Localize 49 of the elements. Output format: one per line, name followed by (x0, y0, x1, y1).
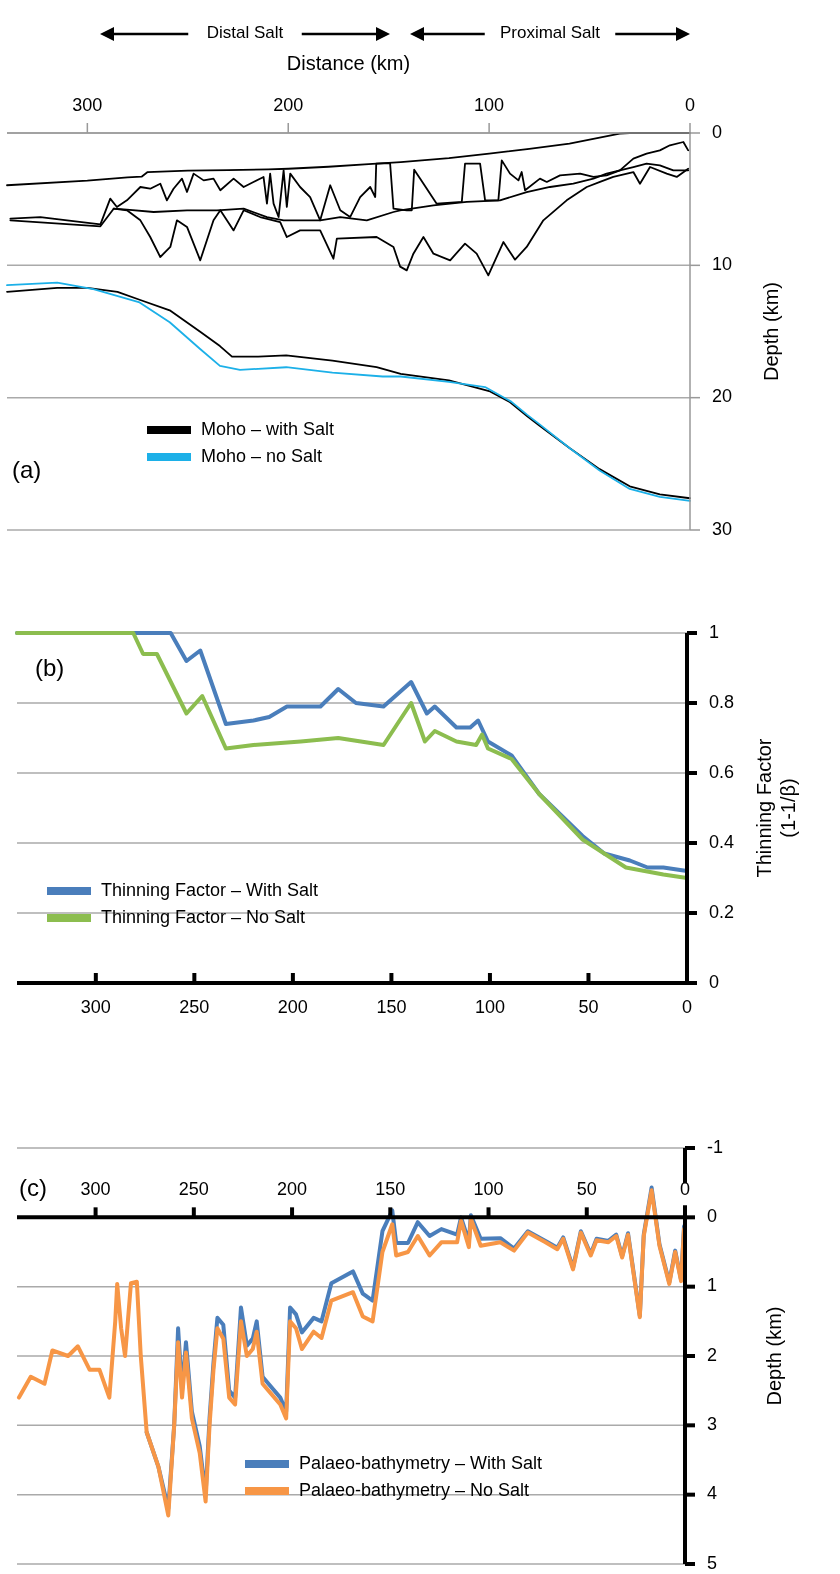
legend-label: Moho – no Salt (201, 445, 323, 466)
y-tick-label: 0.4 (709, 831, 735, 852)
text: Proximal Salt (499, 23, 601, 43)
x-tick-label: 50 (576, 1179, 597, 1200)
x-tick-label: 200 (273, 95, 304, 115)
x-tick-label: 150 (376, 997, 407, 1017)
y-tick-label: 0 (709, 971, 720, 992)
y-tick-label: 30 (712, 518, 733, 539)
y-tick-label: 0.8 (709, 691, 735, 712)
y-axis-title: Depth (km) (763, 1306, 785, 1406)
y-tick-label: 20 (712, 386, 733, 407)
y-axis-title: Depth (km) (760, 282, 782, 381)
x-tick-label: 200 (277, 997, 308, 1017)
x-tick-label: 150 (375, 1179, 406, 1200)
annotation: (c) (19, 1174, 47, 1201)
x-tick-label: 0 (684, 95, 696, 115)
x-tick-label: 50 (578, 997, 599, 1017)
y-tick-label: 2 (707, 1344, 718, 1365)
annotation: (a) (12, 456, 42, 483)
legend-label: Palaeo-bathymetry – No Salt (299, 1479, 530, 1500)
legend-label: Thinning Factor – With Salt (101, 879, 319, 900)
y-tick-label: 4 (707, 1483, 718, 1504)
x-tick-label: 0 (681, 997, 693, 1017)
y-tick-label: 10 (712, 254, 733, 275)
x-tick-label: 200 (277, 1179, 308, 1200)
x-tick-label: 100 (474, 997, 505, 1017)
legend-label: Palaeo-bathymetry – With Salt (299, 1452, 543, 1473)
y-tick-label: -1 (707, 1136, 724, 1157)
x-tick-label: 300 (80, 1179, 111, 1200)
y-tick-label: 0 (707, 1206, 718, 1227)
x-axis-title: Distance (km) (286, 52, 411, 74)
y-tick-label: 3 (707, 1414, 718, 1435)
y-tick-label: 5 (707, 1552, 718, 1573)
annotation: (b) (35, 654, 65, 681)
y-tick-label: 0.6 (709, 761, 735, 782)
x-tick-label: 100 (474, 95, 505, 115)
x-tick-label: 300 (72, 95, 103, 115)
x-tick-label: 250 (178, 1179, 209, 1200)
y-axis-title: Thinning Factor (1-1/β) (753, 738, 799, 878)
x-tick-label: 300 (80, 997, 111, 1017)
y-tick-label: 1 (707, 1275, 718, 1296)
y-tick-label: 1 (709, 621, 720, 642)
text: Distal Salt (206, 23, 284, 43)
x-tick-label: 100 (473, 1179, 504, 1200)
legend-label: Thinning Factor – No Salt (101, 906, 306, 927)
legend-label: Moho – with Salt (201, 418, 335, 439)
x-tick-label: 250 (179, 997, 210, 1017)
y-tick-label: 0.2 (709, 901, 735, 922)
y-tick-label: 0 (712, 121, 723, 142)
